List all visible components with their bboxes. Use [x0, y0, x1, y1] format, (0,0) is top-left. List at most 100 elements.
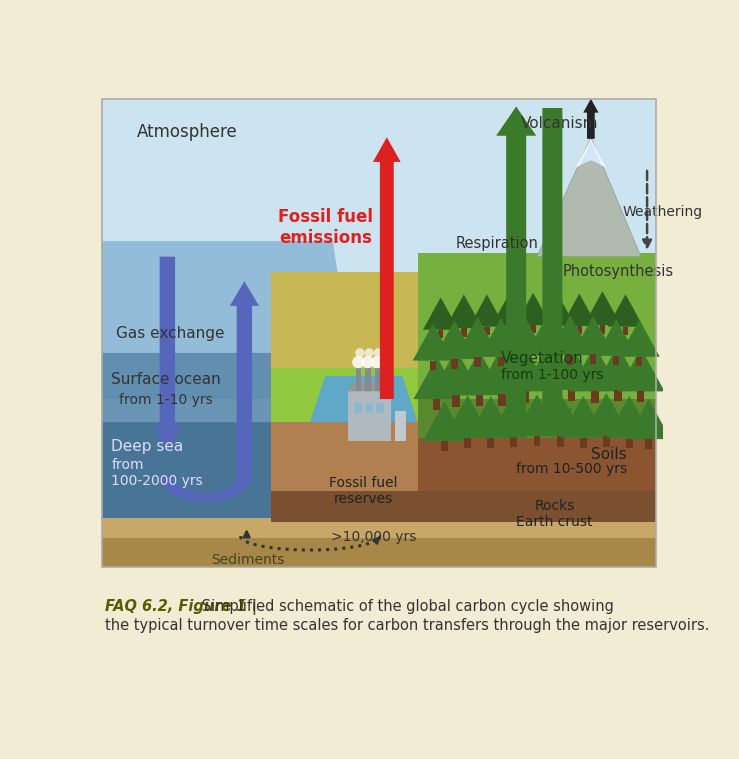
Polygon shape [433, 399, 440, 410]
Polygon shape [476, 346, 528, 394]
Polygon shape [560, 396, 606, 438]
Polygon shape [545, 390, 552, 402]
Text: Weathering: Weathering [622, 205, 703, 219]
Polygon shape [102, 241, 333, 288]
Circle shape [353, 356, 364, 368]
FancyArrow shape [230, 282, 259, 476]
Polygon shape [452, 359, 457, 369]
Polygon shape [271, 272, 449, 422]
Text: Deep sea: Deep sea [111, 439, 183, 454]
Polygon shape [523, 344, 574, 390]
Polygon shape [412, 323, 453, 361]
Polygon shape [613, 356, 619, 365]
Polygon shape [607, 294, 644, 326]
Polygon shape [102, 241, 356, 399]
Circle shape [374, 348, 383, 357]
Polygon shape [637, 392, 644, 402]
Polygon shape [376, 403, 384, 413]
Polygon shape [582, 393, 630, 436]
Polygon shape [569, 345, 620, 392]
FancyArrow shape [583, 99, 599, 139]
Polygon shape [576, 139, 606, 168]
Polygon shape [102, 353, 356, 522]
Polygon shape [544, 354, 550, 364]
Polygon shape [537, 137, 641, 257]
Polygon shape [356, 368, 361, 392]
Polygon shape [596, 319, 636, 356]
FancyArrow shape [373, 137, 401, 399]
Polygon shape [515, 293, 551, 325]
Text: Vegetation: Vegetation [501, 351, 583, 367]
Polygon shape [461, 328, 466, 337]
Polygon shape [623, 326, 628, 335]
Polygon shape [418, 399, 655, 446]
Polygon shape [160, 476, 252, 502]
Polygon shape [567, 355, 573, 365]
Polygon shape [456, 317, 500, 357]
Text: from 10-500 yrs: from 10-500 yrs [516, 462, 627, 476]
Polygon shape [480, 318, 522, 357]
Polygon shape [271, 492, 655, 522]
Polygon shape [522, 392, 529, 402]
Polygon shape [526, 316, 568, 354]
Polygon shape [355, 403, 362, 413]
Polygon shape [438, 329, 443, 338]
Polygon shape [531, 325, 536, 333]
Polygon shape [520, 355, 527, 365]
Text: from
100-2000 yrs: from 100-2000 yrs [111, 458, 203, 488]
Text: Volcanism: Volcanism [521, 115, 599, 131]
Polygon shape [102, 422, 341, 522]
Polygon shape [418, 438, 655, 499]
Circle shape [371, 356, 383, 368]
FancyArrow shape [153, 257, 182, 452]
Polygon shape [572, 316, 614, 354]
Polygon shape [534, 436, 540, 446]
Text: the typical turnover time scales for carbon transfers through the major reservoi: the typical turnover time scales for car… [105, 618, 709, 633]
Circle shape [364, 348, 374, 357]
Polygon shape [365, 403, 373, 413]
Polygon shape [423, 402, 466, 442]
Polygon shape [423, 298, 458, 329]
Polygon shape [501, 347, 550, 392]
Polygon shape [271, 368, 449, 422]
Polygon shape [576, 326, 582, 334]
Polygon shape [414, 357, 460, 399]
Text: Fossil fuel
emissions: Fossil fuel emissions [278, 208, 372, 247]
Polygon shape [464, 438, 471, 448]
Polygon shape [548, 315, 592, 355]
Polygon shape [507, 326, 513, 335]
FancyArrow shape [532, 108, 573, 438]
Text: from 1-100 yrs: from 1-100 yrs [501, 368, 603, 383]
Polygon shape [568, 390, 575, 401]
Polygon shape [619, 320, 660, 357]
Polygon shape [310, 376, 418, 422]
Text: Fossil fuel
reserves: Fossil fuel reserves [330, 476, 398, 506]
Polygon shape [452, 395, 460, 407]
Polygon shape [271, 272, 655, 291]
Polygon shape [579, 438, 587, 448]
Polygon shape [511, 436, 517, 447]
Text: Surface ocean: Surface ocean [111, 372, 221, 387]
Polygon shape [474, 357, 481, 367]
Polygon shape [271, 272, 655, 522]
Text: Respiration: Respiration [456, 236, 539, 250]
Text: >10,000 yrs: >10,000 yrs [331, 530, 417, 544]
Polygon shape [617, 348, 664, 392]
Polygon shape [102, 537, 655, 567]
Polygon shape [562, 294, 597, 326]
Text: from 1-10 yrs: from 1-10 yrs [119, 393, 213, 407]
Text: Photosynthesis: Photosynthesis [562, 264, 673, 279]
Polygon shape [430, 361, 436, 370]
Polygon shape [593, 345, 642, 390]
Polygon shape [581, 141, 601, 164]
Polygon shape [614, 390, 621, 401]
Polygon shape [454, 351, 504, 395]
Polygon shape [441, 442, 448, 452]
Polygon shape [591, 392, 599, 403]
Polygon shape [491, 292, 528, 326]
Polygon shape [537, 393, 584, 436]
Polygon shape [514, 395, 560, 436]
Polygon shape [469, 294, 505, 326]
Polygon shape [626, 438, 633, 448]
Polygon shape [365, 368, 371, 392]
